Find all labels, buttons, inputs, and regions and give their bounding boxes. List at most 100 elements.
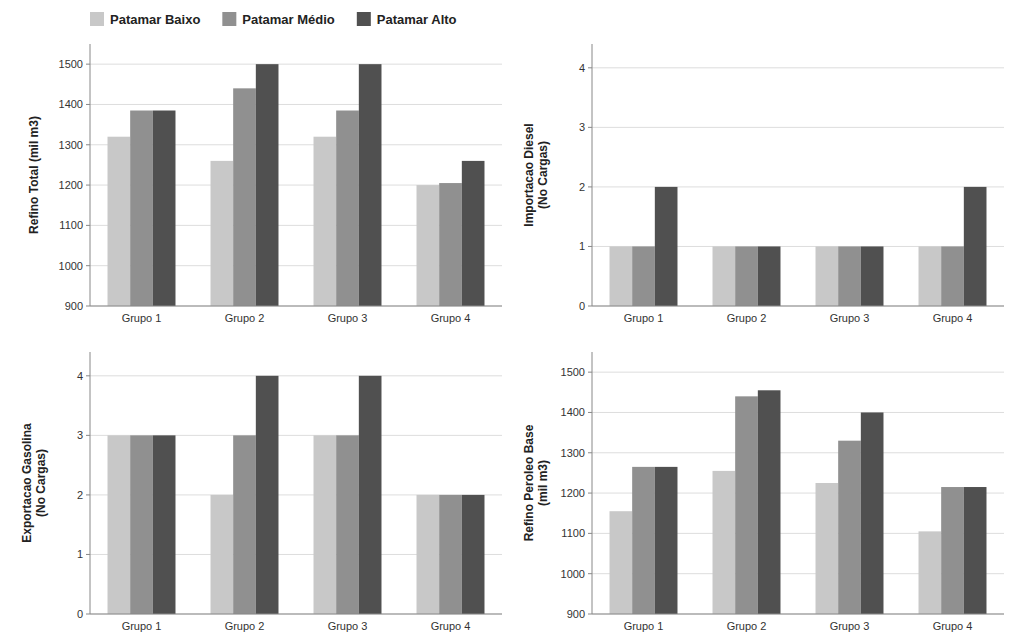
- tick-label: Grupo 4: [933, 620, 973, 632]
- grid-line: [592, 452, 1004, 453]
- bar: Patamar Médio: [439, 183, 462, 306]
- tick-mark: [86, 225, 90, 226]
- tick-mark: [86, 494, 90, 495]
- bar: Patamar Médio: [130, 435, 153, 614]
- bar: Patamar Médio: [838, 441, 861, 614]
- tick-mark: [588, 306, 592, 307]
- tick-mark: [86, 64, 90, 65]
- tick-label: 2: [77, 489, 83, 501]
- bar: Patamar Baixo: [816, 246, 839, 306]
- axis-label: Refino Total (mil m3): [27, 116, 41, 234]
- y-axis-line: [90, 352, 91, 614]
- legend-label: Patamar Baixo: [110, 12, 200, 27]
- tick-mark: [86, 104, 90, 105]
- grid-line: [592, 412, 1004, 413]
- tick-mark: [588, 67, 592, 68]
- tick-label: Grupo 2: [727, 620, 767, 632]
- tick-label: Grupo 2: [225, 312, 265, 324]
- grid-line: [592, 67, 1004, 68]
- tick-label: 1100: [59, 219, 83, 231]
- bar: Patamar Médio: [632, 246, 655, 306]
- bar: Patamar Médio: [336, 435, 359, 614]
- bar: Patamar Baixo: [919, 246, 942, 306]
- legend-swatch: [357, 12, 371, 26]
- bar: Patamar Baixo: [816, 483, 839, 614]
- tick-mark: [86, 375, 90, 376]
- tick-mark: [588, 573, 592, 574]
- bar: Patamar Alto: [359, 376, 382, 614]
- tick-mark: [86, 435, 90, 436]
- axis-label: Refino Peroleo Base(mil m3): [522, 424, 550, 541]
- bar: Patamar Alto: [758, 390, 781, 614]
- tick-mark: [588, 614, 592, 615]
- tick-label: Grupo 1: [624, 312, 664, 324]
- bar: Patamar Baixo: [713, 246, 736, 306]
- legend-label: Patamar Médio: [242, 12, 335, 27]
- tick-mark: [588, 452, 592, 453]
- bars: Patamar BaixoPatamar BaixoPatamar BaixoP…: [610, 187, 987, 306]
- bars: Patamar BaixoPatamar BaixoPatamar BaixoP…: [108, 64, 485, 306]
- x-axis-line: [90, 306, 502, 307]
- tick-label: 1300: [59, 139, 83, 151]
- legend-label: Patamar Alto: [377, 12, 457, 27]
- x-axis-line: [592, 614, 1004, 615]
- grid-line: [90, 64, 502, 65]
- y-axis-line: [592, 352, 593, 614]
- tick-mark: [86, 614, 90, 615]
- y-axis-line: [592, 44, 593, 306]
- bar: Patamar Baixo: [211, 161, 234, 306]
- tick-mark: [588, 533, 592, 534]
- tick-label: Grupo 3: [328, 312, 368, 324]
- grid-line: [90, 614, 502, 615]
- tick-label: Grupo 3: [830, 620, 870, 632]
- panel: 900100011001200130014001500Patamar Baixo…: [27, 44, 502, 644]
- bar: Patamar Baixo: [610, 511, 633, 614]
- bar: Patamar Alto: [655, 467, 678, 614]
- bar: Patamar Médio: [838, 246, 861, 306]
- grid-line: [592, 614, 1004, 615]
- bar: Patamar Alto: [256, 64, 279, 306]
- legend: Patamar Baixo Patamar Médio Patamar Alto: [90, 12, 457, 27]
- tick-mark: [588, 186, 592, 187]
- tick-mark: [86, 185, 90, 186]
- tick-label: Grupo 1: [122, 312, 162, 324]
- bar: Patamar Alto: [861, 246, 884, 306]
- bar: Patamar Alto: [359, 64, 382, 306]
- tick-label: 4: [77, 370, 83, 382]
- tick-mark: [588, 372, 592, 373]
- bar: Patamar Baixo: [610, 246, 633, 306]
- tick-label: 1500: [59, 58, 83, 70]
- tick-label: 1000: [561, 568, 585, 580]
- bar: Patamar Alto: [462, 161, 485, 306]
- tick-label: 1400: [59, 98, 83, 110]
- tick-label: Grupo 2: [225, 620, 265, 632]
- tick-label: 900: [567, 608, 585, 620]
- y-axis-line: [90, 44, 91, 306]
- bar: Patamar Alto: [861, 412, 884, 614]
- bar: Patamar Médio: [233, 88, 256, 306]
- bar: Patamar Alto: [462, 495, 485, 614]
- tick-label: 1200: [561, 487, 585, 499]
- tick-label: Grupo 1: [122, 620, 162, 632]
- panel: 01234Patamar BaixoPatamar BaixoPatamar B…: [20, 352, 502, 632]
- tick-label: 1: [579, 240, 585, 252]
- bar: Patamar Baixo: [314, 435, 337, 614]
- bar: Patamar Alto: [964, 187, 987, 306]
- legend-swatch: [90, 12, 104, 26]
- bar: Patamar Médio: [632, 467, 655, 614]
- bar: Patamar Baixo: [211, 495, 234, 614]
- bar: Patamar Médio: [233, 435, 256, 614]
- bars: Patamar BaixoPatamar BaixoPatamar BaixoP…: [108, 376, 485, 614]
- bar: Patamar Alto: [964, 487, 987, 614]
- tick-mark: [588, 412, 592, 413]
- tick-label: 0: [77, 608, 83, 620]
- figure: 900 1000 1100 1200 1300 1400 1500 Patamar Baixo…: [0, 0, 1024, 644]
- tick-label: 1: [77, 548, 83, 560]
- bar: Patamar Médio: [735, 246, 758, 306]
- bar: Patamar Baixo: [417, 495, 440, 614]
- bar: Patamar Alto: [655, 187, 678, 306]
- tick-mark: [86, 265, 90, 266]
- tick-mark: [86, 144, 90, 145]
- bar: Patamar Alto: [153, 111, 176, 306]
- tick-label: Grupo 4: [431, 620, 471, 632]
